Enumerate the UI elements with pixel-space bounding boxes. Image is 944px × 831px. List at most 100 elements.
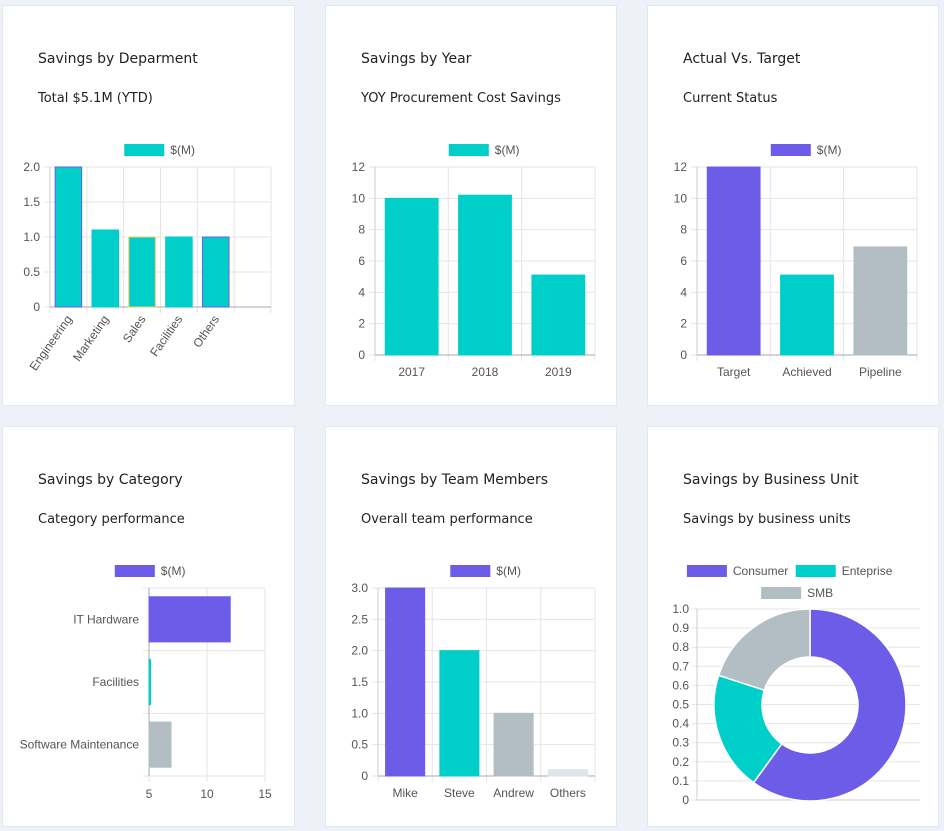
y-tick-label: 0.3 [672,736,689,750]
y-tick-label: 10 [352,191,366,205]
x-tick-label: 2019 [545,365,572,379]
team-bar-chart: $(M) 0 0.5 1.0 1.5 2.0 2.5 3.0 Mike Steve Andrew Ot… [351,564,596,800]
legend-swatch [795,565,836,577]
x-tick-label: 15 [258,787,272,801]
card-title: Savings by Business Unit [683,472,859,488]
legend-label: $(M) [817,143,842,157]
bar-pipeline [853,246,908,356]
bar-2019 [531,274,586,356]
card-savings-by-year: Savings by Year YOY Procurement Cost Sav… [325,5,617,406]
y-tick-label: 1.0 [672,602,689,616]
x-tick-label: Others [550,786,586,800]
x-tick-label: Steve [444,786,475,800]
y-tick-label: 2 [358,317,365,331]
x-tick-label: Mike [392,786,418,800]
bar-others [201,236,230,308]
y-tick-label: 1.5 [351,675,368,689]
legend-label: Enteprise [842,564,893,578]
y-tick-label: 12 [674,160,688,174]
y-tick-label: 2.0 [351,644,368,658]
y-tick-label: 12 [352,160,366,174]
y-tick-label: 4 [680,285,687,299]
bar-others [547,769,588,777]
legend-label: SMB [807,586,833,600]
legend-label: $(M) [161,564,186,578]
y-tick-label: 4 [358,285,365,299]
bar-marketing [91,229,120,308]
y-tick-label: 1.5 [23,195,40,209]
business-unit-doughnut-chart: Consumer Enteprise SMB 0 0.1 0.2 0.3 0.4 0.5 0.6 0… [672,564,920,807]
bar-andrew [493,712,534,777]
y-tick-label: 0.8 [672,640,689,654]
y-tick-label: 2 [680,317,687,331]
y-tick-label: 6 [680,254,687,268]
bar-achieved [780,274,834,356]
y-tick-label: 6 [358,254,365,268]
bar-2018 [458,194,512,356]
legend-swatch [450,565,491,577]
bar-2017 [384,197,439,356]
x-tick-label: Pipeline [859,365,902,379]
y-tick-label: IT Hardware [73,612,139,626]
y-tick-label: 3.0 [351,581,368,595]
target-bar-chart: $(M) 0 2 4 6 8 10 12 Target Achieved Pipeline [674,143,918,379]
card-title: Savings by Category [38,472,183,488]
y-tick-label: 1.0 [351,706,368,720]
y-tick-label: Software Maintenance [20,738,140,752]
card-subtitle: Current Status [683,91,778,106]
card-title: Savings by Deparment [38,51,198,67]
bar-sales [128,236,156,308]
y-tick-label: 0.4 [672,717,689,731]
x-tick-label: Marketing [70,313,112,364]
y-tick-label: 0 [33,300,40,314]
bar-engineering [54,166,83,308]
y-tick-label: 0 [361,769,368,783]
y-tick-label: 0.5 [23,265,40,279]
y-tick-label: 0.5 [351,738,368,752]
card-savings-by-department: Savings by Deparment Total $5.1M (YTD) $… [2,5,295,406]
legend-swatch [761,587,802,599]
bar-steve [439,650,480,777]
y-tick-label: 8 [358,223,365,237]
card-title: Savings by Team Members [361,472,549,488]
x-tick-label: 5 [146,787,153,801]
card-savings-by-team: Savings by Team Members Overall team per… [325,426,617,827]
y-tick-label: 0.2 [672,755,689,769]
card-actual-vs-target: Actual Vs. Target Current Status $(M) 0 2 4… [647,5,939,406]
legend-swatch [448,144,489,156]
legend-swatch [770,144,811,156]
legend-label: $(M) [495,143,520,157]
bar-software-maintenance [148,721,172,768]
y-tick-label: 0.9 [672,621,689,635]
x-tick-label: Andrew [493,786,534,800]
y-tick-label: 8 [680,223,687,237]
bar-it-hardware [148,596,231,643]
year-bar-chart: $(M) 0 2 4 6 8 10 12 2017 2018 2019 [352,143,596,379]
x-tick-label: 10 [200,787,214,801]
x-tick-label: 2017 [398,365,425,379]
x-tick-label: 2018 [472,365,499,379]
x-tick-label: Engineering [27,313,75,374]
card-subtitle: Overall team performance [361,512,533,527]
legend-label: Consumer [733,564,788,578]
card-subtitle: Category performance [38,512,185,527]
y-tick-label: 0 [358,348,365,362]
legend-label: $(M) [170,143,195,157]
card-subtitle: Total $5.1M (YTD) [38,91,153,106]
y-tick-label: 0 [680,348,687,362]
card-savings-by-category: Savings by Category Category performance… [2,426,295,827]
x-tick-label: Achieved [782,365,831,379]
y-tick-label: 0.5 [672,698,689,712]
bar-mike [385,587,426,777]
legend-label: $(M) [496,564,521,578]
slice-consumer [752,608,907,802]
x-tick-label: Target [717,365,751,379]
x-tick-label: Sales [120,313,149,346]
legend-swatch [114,565,155,577]
y-tick-label: 0.7 [672,659,689,673]
card-subtitle: YOY Procurement Cost Savings [361,91,561,106]
y-tick-label: Facilities [92,675,139,689]
y-tick-label: 0.1 [672,774,689,788]
legend-swatch [124,144,165,156]
